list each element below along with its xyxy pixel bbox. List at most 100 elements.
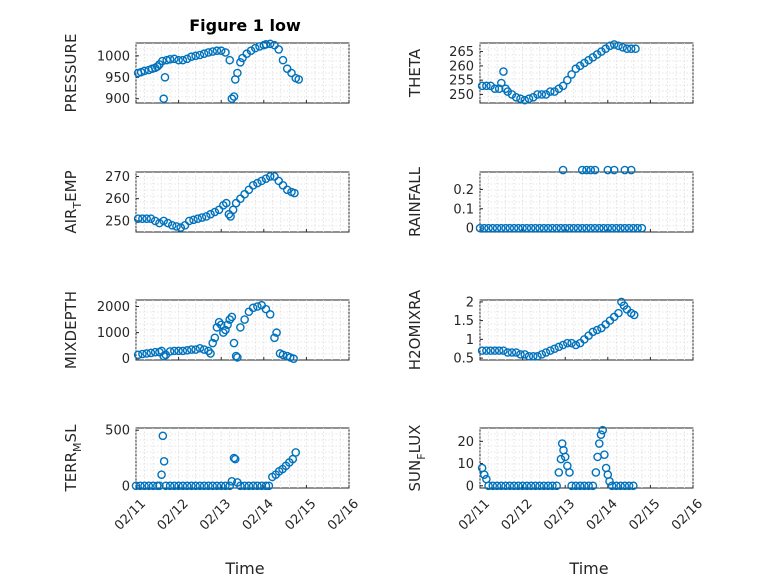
data-point — [240, 315, 249, 324]
y-tick-label: 0 — [122, 479, 130, 494]
data-point — [541, 348, 551, 357]
data-point — [597, 47, 606, 56]
y-tick-label: 260 — [449, 59, 474, 74]
y-tick-label: 1.5 — [453, 314, 474, 329]
data-point — [214, 317, 224, 327]
data-point — [514, 481, 523, 491]
data-point — [244, 481, 254, 491]
data-point — [182, 481, 192, 491]
data-point — [287, 68, 296, 78]
data-point — [537, 90, 547, 99]
data-point — [614, 41, 623, 51]
data-point — [159, 94, 168, 104]
data-point — [253, 481, 262, 491]
data-point — [490, 346, 500, 355]
data-point — [509, 223, 519, 233]
data-point — [208, 47, 217, 56]
data-point — [229, 453, 239, 463]
data-point — [577, 223, 587, 233]
data-point — [629, 223, 638, 233]
data-point — [618, 42, 628, 52]
data-point — [165, 347, 175, 356]
data-point — [250, 43, 260, 53]
data-point — [569, 223, 579, 233]
data-point — [261, 174, 271, 183]
data-point — [248, 303, 258, 313]
data-point — [609, 165, 619, 175]
data-point — [603, 165, 613, 175]
data-point — [221, 325, 230, 335]
data-point — [274, 45, 284, 54]
data-point — [624, 481, 634, 491]
data-point — [231, 198, 241, 208]
data-point — [598, 425, 607, 435]
data-point — [142, 349, 151, 358]
data-point — [520, 350, 530, 359]
data-point — [490, 84, 500, 94]
data-point — [560, 452, 570, 462]
data-point — [592, 50, 602, 59]
data-point — [261, 481, 271, 491]
data-point — [558, 165, 568, 175]
data-point — [208, 338, 217, 348]
data-point — [571, 64, 581, 74]
data-point — [229, 338, 239, 348]
data-point — [240, 481, 249, 491]
data-point — [556, 454, 566, 464]
data-point — [603, 223, 613, 233]
y-tick-label: 0 — [466, 479, 474, 494]
data-point — [539, 223, 549, 233]
data-point — [257, 176, 266, 186]
y-axis-label: THETA — [406, 48, 424, 98]
data-point — [601, 44, 610, 54]
data-point — [216, 481, 226, 491]
data-point — [199, 481, 209, 491]
data-point — [511, 348, 521, 357]
panel-air-temp: 250 260 270 AIRTEMP — [62, 170, 350, 234]
data-point — [616, 223, 625, 233]
data-point — [494, 84, 504, 94]
data-point — [191, 481, 200, 491]
data-point — [191, 345, 200, 354]
data-point — [236, 57, 245, 67]
data-point — [607, 481, 617, 491]
data-point — [290, 188, 299, 198]
data-point — [541, 90, 551, 99]
x-tick-label: 02/16 — [669, 496, 706, 533]
data-point — [240, 189, 249, 199]
data-point — [172, 222, 181, 231]
data-point — [554, 342, 564, 352]
data-point — [626, 165, 636, 175]
data-point — [563, 75, 572, 85]
panel-mixdepth: 0 1000 2000 MIXDEPTH — [62, 291, 350, 369]
x-tick-label: 02/11 — [112, 496, 149, 533]
y-axis-label: RAINFALL — [406, 166, 424, 237]
data-point — [528, 351, 538, 361]
data-point — [187, 481, 196, 491]
data-point — [146, 348, 156, 358]
data-point — [482, 346, 491, 355]
data-point — [223, 320, 232, 330]
y-tick-label: 2 — [466, 295, 474, 310]
data-point — [294, 75, 304, 84]
data-point — [586, 165, 596, 175]
data-point — [264, 481, 274, 491]
panel-rainfall: 0 0.1 0.2 RAINFALL — [406, 165, 694, 237]
data-point — [511, 92, 521, 102]
y-tick-label: 500 — [105, 424, 130, 439]
data-point — [567, 481, 576, 491]
data-point — [543, 481, 553, 491]
data-point — [584, 55, 593, 65]
data-point — [178, 346, 188, 356]
x-tick-label: 02/11 — [456, 496, 493, 533]
data-point — [479, 470, 489, 479]
data-point — [170, 481, 179, 491]
data-point — [131, 481, 141, 491]
data-point — [282, 185, 292, 195]
x-tick-label: 02/16 — [325, 496, 362, 533]
data-point — [233, 353, 242, 362]
data-point — [182, 54, 192, 64]
data-point — [479, 223, 489, 233]
data-point — [477, 81, 487, 91]
data-point — [152, 62, 162, 71]
